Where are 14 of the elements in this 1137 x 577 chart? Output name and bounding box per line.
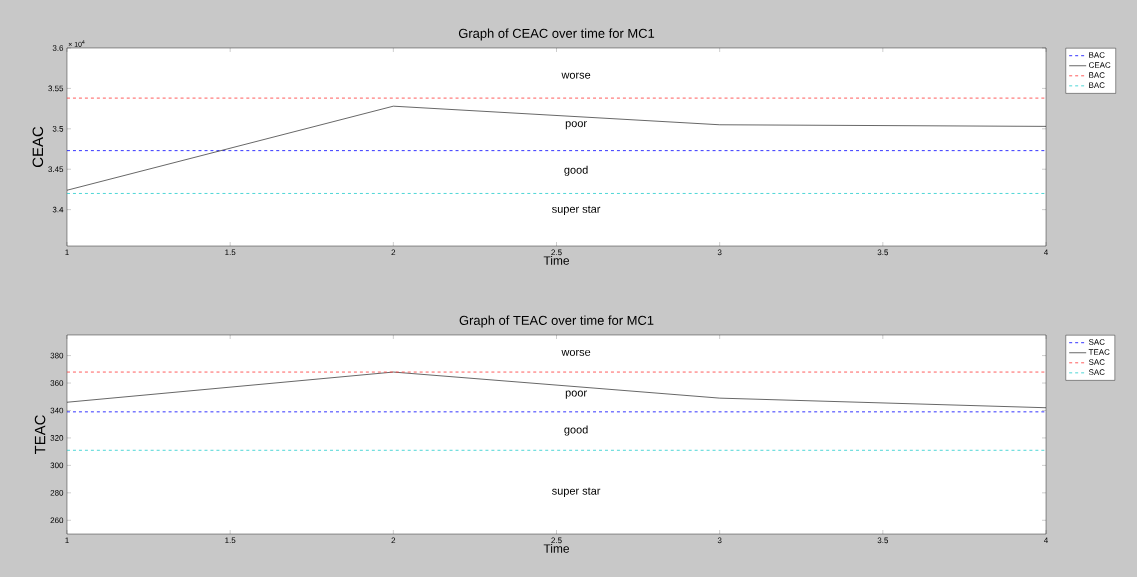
annotation: good [564, 165, 588, 176]
annotation: worse [561, 72, 591, 79]
chart-title: Graph of TEAC over time for MC1 [459, 315, 654, 328]
y-axis-title: CEAC [32, 126, 44, 167]
annotation: worse [561, 349, 591, 356]
annotation: good [564, 425, 588, 436]
x-axis-title: Time [543, 544, 570, 553]
annotation: super star [552, 205, 601, 216]
annotation: poor [565, 390, 587, 399]
annotation: super star [552, 487, 601, 497]
x-axis-title: Time [543, 256, 570, 265]
annotation: poor [565, 121, 587, 130]
chart-title: Graph of CEAC over time for MC1 [458, 28, 655, 41]
y-axis-title: TEAC [34, 415, 46, 455]
